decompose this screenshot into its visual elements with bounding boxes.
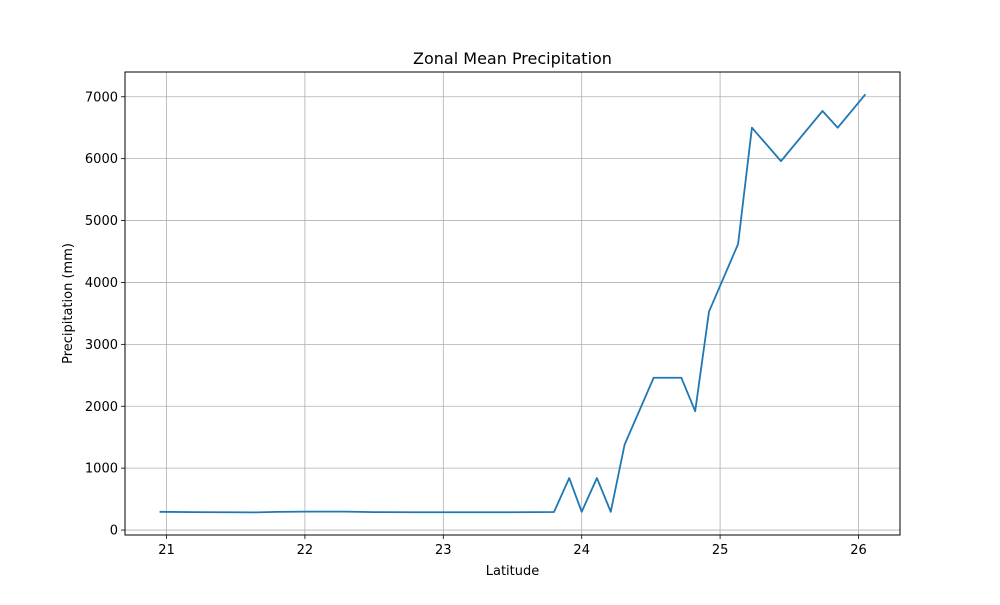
y-tick-label: 0 (110, 524, 118, 539)
y-tick-label: 7000 (85, 90, 118, 105)
y-tick-label: 2000 (85, 400, 118, 415)
y-tick-label: 6000 (85, 152, 118, 167)
y-tick-label: 3000 (85, 338, 118, 353)
y-axis-label: Precipitation (mm) (61, 243, 76, 364)
x-tick-label: 21 (158, 543, 175, 558)
x-axis: 21 22 23 24 25 26 (158, 535, 867, 558)
plot-area-frame (124, 71, 901, 536)
series-layer (159, 93, 867, 514)
y-tick-label: 5000 (85, 214, 118, 229)
y-tick-label: 1000 (85, 462, 118, 477)
x-tick-label: 25 (712, 543, 729, 558)
grid (125, 72, 900, 535)
x-tick-label: 22 (297, 543, 314, 558)
x-tick-label: 24 (573, 543, 590, 558)
chart-title: Zonal Mean Precipitation (413, 49, 612, 68)
x-tick-label: 23 (435, 543, 452, 558)
y-tick-label: 4000 (85, 276, 118, 291)
y-axis: 0 1000 2000 3000 4000 5000 6000 7000 (85, 90, 125, 539)
x-tick-label: 26 (850, 543, 867, 558)
x-axis-label: Latitude (486, 564, 540, 579)
series-line (159, 93, 867, 514)
